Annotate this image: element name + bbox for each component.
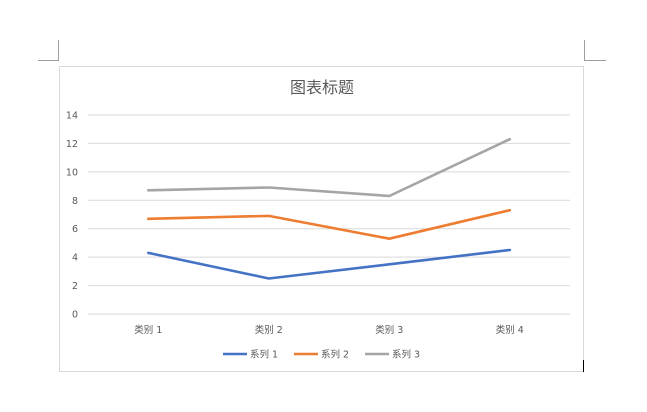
y-tick-label: 0 — [72, 310, 78, 321]
crop-mark-top-right-horizontal — [584, 60, 606, 61]
plot-area[interactable] — [147, 137, 512, 280]
series-line-2[interactable] — [147, 208, 512, 240]
y-axis: 0 2 4 6 8 10 12 14 — [66, 111, 78, 321]
gridlines — [88, 114, 570, 315]
x-tick-label: 类别 3 — [375, 324, 403, 336]
y-tick-label: 14 — [66, 111, 78, 122]
chart-title[interactable]: 图表标题 — [290, 78, 354, 97]
x-tick-label: 类别 2 — [255, 324, 283, 336]
legend-label-1: 系列 1 — [250, 349, 278, 361]
x-tick-label: 类别 4 — [496, 324, 524, 336]
series-line-3[interactable] — [147, 137, 512, 198]
y-tick-label: 12 — [66, 139, 78, 150]
y-tick-label: 4 — [72, 253, 78, 264]
legend-label-2: 系列 2 — [321, 349, 349, 361]
y-tick-label: 8 — [72, 196, 78, 207]
x-tick-label: 类别 1 — [134, 324, 162, 336]
text-cursor — [583, 360, 584, 372]
chart-frame[interactable] — [59, 66, 584, 372]
legend[interactable]: 系列 1 系列 2 系列 3 — [223, 349, 420, 361]
crop-mark-top-right-vertical — [584, 40, 585, 60]
x-axis: 类别 1 类别 2 类别 3 类别 4 — [134, 324, 524, 336]
crop-mark-top-left-vertical — [58, 40, 59, 60]
y-tick-label: 2 — [72, 281, 78, 292]
legend-label-3: 系列 3 — [392, 349, 420, 361]
y-tick-label: 6 — [72, 224, 78, 235]
series-line-1[interactable] — [147, 248, 512, 280]
crop-mark-top-left-horizontal — [38, 60, 59, 61]
y-tick-label: 10 — [66, 167, 78, 178]
